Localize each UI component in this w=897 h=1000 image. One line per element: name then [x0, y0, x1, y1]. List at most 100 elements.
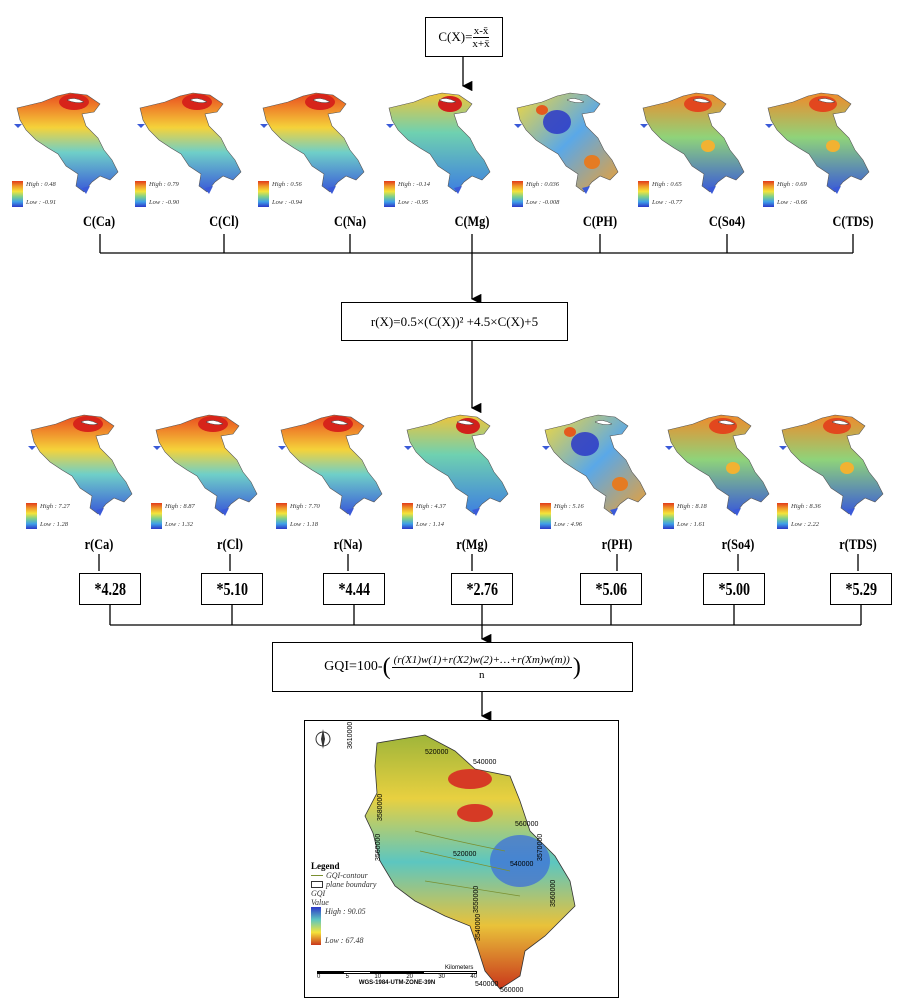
map-coordinate-label: 3610000	[347, 721, 354, 749]
gqi-scale-ticks: 0 5 10 20 30 40	[317, 974, 477, 980]
gqi-hotspot-north	[448, 769, 492, 789]
r-map-label: r(Na)	[333, 537, 363, 553]
r-map: High : 8.36 Low : 2.22	[777, 412, 889, 529]
weight-box: *4.28	[79, 573, 141, 605]
formula-c-box: C(X)= x-x̄ x+x̄	[425, 17, 503, 57]
map-coordinate-label: 3560000	[375, 833, 382, 861]
r-legend-bar	[402, 503, 413, 529]
c-map-label: C(TDS)	[832, 214, 874, 230]
r-legend-low: Low : 4.96	[554, 521, 582, 528]
map-coordinate-label: 3540000	[475, 913, 482, 941]
c-legend-low: Low : -0.90	[149, 199, 180, 206]
r-legend-bar	[540, 503, 551, 529]
r-map: High : 5.16 Low : 4.96	[540, 412, 652, 529]
scale-tick: 30	[438, 974, 445, 980]
c-legend-bar	[12, 181, 23, 207]
c-legend-bar	[512, 181, 523, 207]
r-legend-low: Low : 1.18	[290, 521, 318, 528]
formula-c-lhs: C(X)=	[438, 29, 473, 44]
gqi-scale: 0 5 10 20 30 40 Kilometers WGS-1984-UTM-ZONE-…	[317, 965, 477, 986]
weight-value: *4.28	[94, 578, 126, 599]
scale-tick: 0	[317, 974, 321, 980]
r-legend-low: Low : 2.22	[791, 521, 819, 528]
scale-tick: 20	[406, 974, 413, 980]
formula-c-denominator: x+x̄	[472, 37, 490, 50]
formula-gqi-box: GQI=100- ( (r(X1)w(1)+r(X2)w(2)+…+r(Xm)w…	[272, 642, 633, 692]
formula-gqi-fraction: (r(X1)w(1)+r(X2)w(2)+…+r(Xm)w(m)) n	[391, 653, 572, 682]
c-map: High : 0.56 Low : -0.94	[258, 90, 370, 207]
map-coordinate-label: 520000	[425, 749, 449, 756]
map-coordinate-label: 520000	[453, 851, 477, 858]
r-legend-high: High : 8.18	[677, 503, 707, 510]
weight-box: *4.44	[323, 573, 385, 605]
formula-c-numerator: x-x̄	[472, 24, 490, 38]
c-map-label: C(So4)	[708, 214, 746, 230]
weight-box: *5.00	[703, 573, 765, 605]
gqi-scale-unit: Kilometers	[445, 965, 474, 971]
weight-value: *2.76	[466, 578, 498, 599]
r-map-label: r(PH)	[601, 537, 633, 553]
c-legend-high: High : 0.69	[777, 181, 807, 188]
map-coordinate-label: 3570000	[537, 833, 544, 861]
weight-value: *5.00	[718, 578, 750, 599]
gqi-legend: Legend GQI-contour plane boundary GQI Va…	[311, 861, 421, 945]
c-legend-high: High : 0.036	[526, 181, 560, 188]
c-legend-high: High : 0.48	[26, 181, 56, 188]
r-legend-bar	[276, 503, 287, 529]
c-legend-high: High : -0.14	[398, 181, 430, 188]
map-coordinate-label: 3550000	[473, 885, 480, 913]
gqi-hotspot-mid	[457, 804, 493, 822]
r-legend-high: High : 8.87	[165, 503, 195, 510]
c-map: High : 0.65 Low : -0.77	[638, 90, 750, 207]
c-map: High : 0.48 Low : -0.91	[12, 90, 124, 207]
r-map-label: r(Cl)	[217, 537, 243, 553]
gqi-legend-boundary: plane boundary	[326, 880, 377, 889]
gqi-legend-gqi: GQI	[311, 889, 326, 898]
r-map: High : 7.27 Low : 1.28	[26, 412, 138, 529]
formula-r-text: r(X)=0.5×(C(X))² +4.5×C(X)+5	[370, 313, 539, 329]
c-legend-bar	[135, 181, 146, 207]
c-legend-bar	[763, 181, 774, 207]
formula-r-box: r(X)=0.5×(C(X))² +4.5×C(X)+5	[341, 302, 568, 341]
r-legend-high: High : 7.27	[40, 503, 70, 510]
r-legend-bar	[26, 503, 37, 529]
weight-box: *5.06	[580, 573, 642, 605]
gqi-legend-low: Low : 67.48	[325, 936, 364, 945]
c-legend-high: High : 0.56	[272, 181, 302, 188]
c-legend-high: High : 0.65	[652, 181, 682, 188]
gqi-map-drawing	[315, 729, 576, 990]
weight-value: *5.06	[595, 578, 627, 599]
r-legend-bar	[777, 503, 788, 529]
map-coordinate-label: 540000	[473, 759, 497, 766]
formula-gqi-lhs: GQI=100-	[324, 659, 383, 674]
formula-gqi-denominator: n	[478, 668, 485, 681]
r-legend-high: High : 8.36	[791, 503, 821, 510]
scale-tick: 10	[374, 974, 381, 980]
formula-gqi-numerator: (r(X1)w(1)+r(X2)w(2)+…+r(Xm)w(m))	[391, 653, 572, 668]
c-map-label: C(Na)	[333, 214, 367, 230]
c-legend-low: Low : -0.95	[398, 199, 429, 206]
c-legend-low: Low : -0.008	[526, 199, 560, 206]
weight-box: *5.10	[201, 573, 263, 605]
weight-value: *5.29	[845, 578, 877, 599]
weight-value: *4.44	[338, 578, 370, 599]
weight-value: *5.10	[216, 578, 248, 599]
gqi-legend-title: Legend	[311, 861, 340, 871]
c-map-label: C(Mg)	[454, 214, 490, 230]
c-legend-low: Low : -0.91	[26, 199, 57, 206]
c-legend-low: Low : -0.77	[652, 199, 683, 206]
r-map: High : 8.87 Low : 1.32	[151, 412, 263, 529]
r-map: High : 4.37 Low : 1.14	[402, 412, 514, 529]
r-legend-low: Low : 1.28	[40, 521, 68, 528]
map-coordinate-label: 3580000	[377, 793, 384, 821]
r-map-label: r(Mg)	[456, 537, 488, 553]
r-map-label: r(TDS)	[839, 537, 877, 553]
gqi-final-map: Legend GQI-contour plane boundary GQI Va…	[304, 720, 619, 998]
c-map-label: C(Cl)	[209, 214, 239, 230]
c-map-label: C(PH)	[582, 214, 618, 230]
r-legend-low: Low : 1.14	[416, 521, 444, 528]
c-legend-bar	[258, 181, 269, 207]
r-map-label: r(Ca)	[84, 537, 114, 553]
scale-tick: 40	[470, 974, 477, 980]
